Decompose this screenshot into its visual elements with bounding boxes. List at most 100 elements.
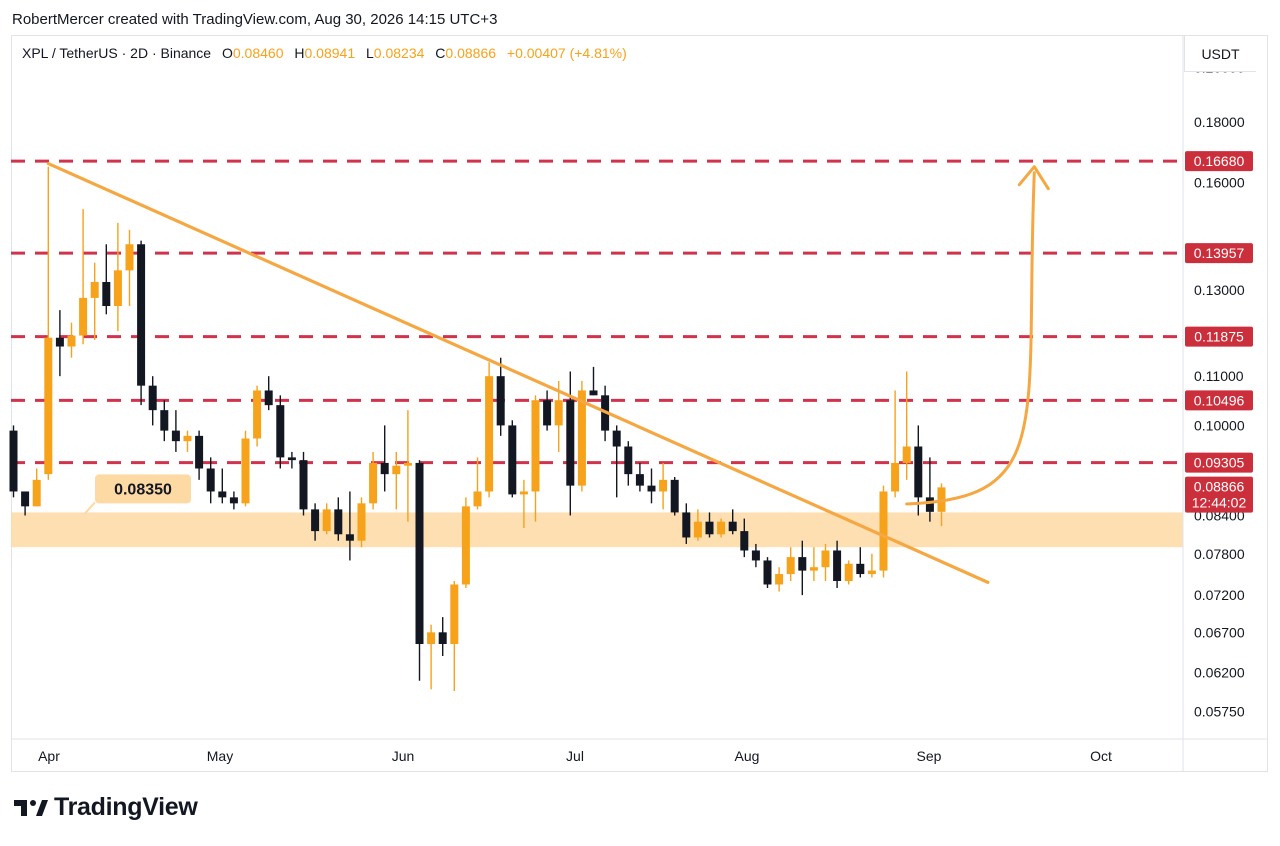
tradingview-logo-icon (14, 799, 48, 816)
candle-48 (566, 371, 575, 516)
level-tag-box-1 (1185, 243, 1253, 264)
candle-62 (728, 509, 737, 535)
candle-26 (311, 503, 320, 541)
candle-67 (786, 547, 795, 581)
tradingview-logo[interactable]: TradingView (14, 793, 198, 822)
symbol-legend[interactable]: XPL / TetherUS · 2D · Binance O0.08460 H… (22, 45, 627, 61)
candle-body (415, 462, 424, 645)
candle-body (357, 503, 366, 541)
candle-body (125, 244, 134, 271)
candle-body (659, 479, 668, 492)
candle-body (44, 337, 53, 475)
change-value: +0.00407 (+4.81%) (506, 45, 627, 61)
candle-body (311, 509, 320, 532)
candle-body (21, 491, 30, 507)
candle-body (67, 335, 76, 347)
candle-31 (369, 451, 378, 510)
support-zone-label: 0.08350 (114, 481, 172, 498)
candle-0 (9, 425, 18, 498)
candle-body (833, 550, 842, 581)
symbol-name[interactable]: XPL / TetherUS · 2D · Binance (22, 45, 212, 61)
open-label: O (221, 45, 233, 61)
candle-68 (798, 540, 807, 596)
candle-body (809, 567, 818, 571)
candle-74 (867, 553, 876, 578)
y-tick-label-9: 0.06700 (1194, 624, 1245, 640)
level-tag-1: 0.13957 (1194, 245, 1245, 261)
candle-body (55, 337, 64, 347)
candle-77 (902, 371, 911, 480)
candle-body (914, 446, 923, 498)
candle-body (786, 557, 795, 575)
candle-24 (287, 451, 296, 469)
high-value: 0.08941 (304, 45, 356, 61)
candle-37 (438, 617, 447, 656)
candle-54 (635, 462, 644, 492)
candle-body (635, 474, 644, 486)
current-price-tag-box (1185, 476, 1253, 513)
candle-36 (427, 624, 436, 690)
level-tag-2: 0.11875 (1194, 329, 1244, 345)
candle-59 (693, 509, 702, 541)
candle-6 (79, 209, 88, 345)
low-value: 0.08234 (373, 45, 425, 61)
candle-body (322, 509, 331, 532)
candle-50 (589, 366, 598, 396)
bar-countdown: 12:44:02 (1192, 495, 1247, 511)
candle-25 (299, 451, 308, 516)
candle-body (137, 244, 146, 386)
chart-frame[interactable] (11, 35, 1268, 772)
support-zone-pointer (83, 501, 96, 516)
candle-20 (241, 430, 250, 507)
candle-57 (670, 476, 679, 516)
candle-body (241, 438, 250, 504)
candle-64 (751, 543, 760, 568)
candle-body (589, 390, 598, 396)
candle-49 (577, 380, 586, 492)
level-tag-4: 0.09305 (1194, 455, 1245, 471)
candle-body (693, 521, 702, 538)
candle-7 (90, 262, 99, 340)
candle-42 (496, 357, 505, 436)
candle-40 (473, 457, 482, 510)
candle-46 (543, 390, 552, 431)
candle-body (473, 491, 482, 507)
level-tag-3: 0.10496 (1194, 392, 1245, 408)
candle-body (102, 281, 111, 307)
candle-55 (647, 468, 656, 504)
x-tick-label-5: Sep (917, 748, 942, 764)
candle-body (9, 430, 18, 492)
support-zone-label-box (95, 474, 191, 504)
low-label: L (366, 45, 374, 61)
candle-body (682, 512, 691, 538)
candle-body (670, 479, 679, 513)
x-tick-label-0: Apr (38, 748, 60, 764)
candle-body (705, 521, 714, 535)
candle-33 (392, 451, 401, 510)
candle-body (879, 491, 888, 571)
candle-body (856, 563, 865, 575)
close-label: C (435, 45, 446, 61)
level-tag-box-2 (1185, 326, 1253, 347)
candle-32 (380, 425, 389, 492)
candle-61 (717, 518, 726, 538)
candle-19 (229, 491, 238, 510)
y-tick-label-10: 0.06200 (1194, 664, 1245, 680)
candle-body (867, 570, 876, 575)
candle-body (195, 435, 204, 469)
candle-body (925, 497, 934, 512)
candle-28 (334, 497, 343, 541)
level-tag-0: 0.16680 (1194, 153, 1245, 169)
y-tick-label-2: 0.16000 (1194, 175, 1245, 191)
candle-body (647, 485, 656, 492)
candle-body (612, 430, 621, 447)
candle-body (554, 400, 563, 426)
candle-body (717, 521, 726, 535)
candle-body (345, 534, 354, 541)
currency-selector[interactable]: USDT (1184, 36, 1256, 72)
candle-23 (276, 395, 285, 469)
candle-body (763, 560, 772, 585)
candle-21 (253, 385, 262, 447)
candle-71 (833, 540, 842, 589)
